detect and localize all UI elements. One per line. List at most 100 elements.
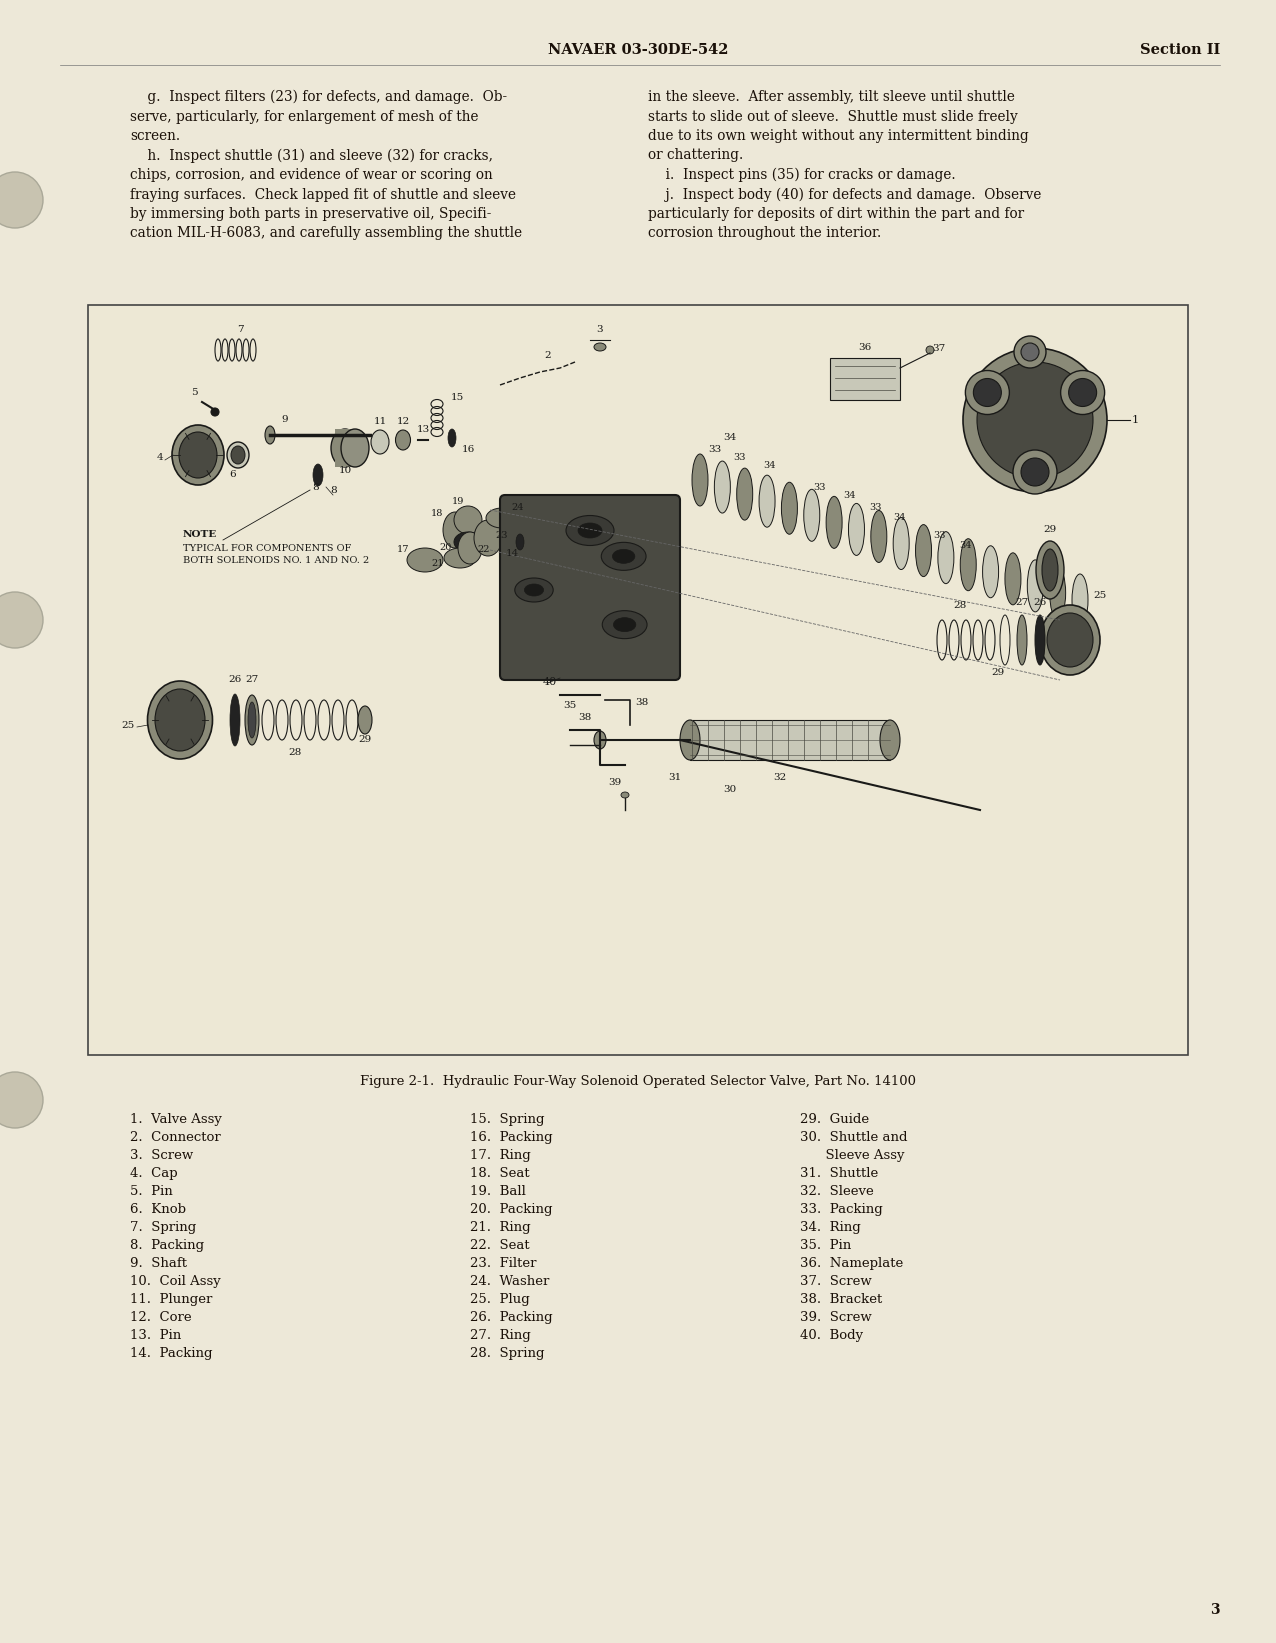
Ellipse shape bbox=[870, 511, 887, 562]
Ellipse shape bbox=[396, 430, 411, 450]
Circle shape bbox=[1068, 378, 1096, 406]
Ellipse shape bbox=[448, 429, 456, 447]
Text: 14: 14 bbox=[505, 549, 518, 559]
Text: 1: 1 bbox=[1132, 416, 1139, 426]
Text: 25.  Plug: 25. Plug bbox=[470, 1293, 530, 1306]
Ellipse shape bbox=[514, 578, 554, 601]
Ellipse shape bbox=[179, 432, 217, 478]
Text: 6.  Knob: 6. Knob bbox=[130, 1203, 186, 1216]
Ellipse shape bbox=[621, 792, 629, 798]
Text: 1.  Valve Assy: 1. Valve Assy bbox=[130, 1112, 222, 1125]
Text: 26: 26 bbox=[228, 675, 241, 683]
Ellipse shape bbox=[231, 445, 245, 463]
Text: starts to slide out of sleeve.  Shuttle must slide freely: starts to slide out of sleeve. Shuttle m… bbox=[648, 110, 1018, 123]
Text: 34: 34 bbox=[723, 434, 736, 442]
Ellipse shape bbox=[759, 475, 775, 527]
Ellipse shape bbox=[961, 539, 976, 591]
Circle shape bbox=[1014, 337, 1046, 368]
Bar bbox=[829, 358, 900, 399]
Ellipse shape bbox=[154, 688, 205, 751]
Circle shape bbox=[966, 371, 1009, 414]
Text: 23: 23 bbox=[496, 531, 508, 541]
Ellipse shape bbox=[407, 549, 443, 572]
Circle shape bbox=[977, 361, 1094, 478]
Text: 3: 3 bbox=[597, 325, 604, 334]
Ellipse shape bbox=[893, 518, 910, 570]
Text: 26.  Packing: 26. Packing bbox=[470, 1311, 553, 1324]
Ellipse shape bbox=[614, 618, 635, 631]
Ellipse shape bbox=[1042, 549, 1058, 591]
Text: 34: 34 bbox=[958, 541, 971, 550]
Text: cation MIL-H-6083, and carefully assembling the shuttle: cation MIL-H-6083, and carefully assembl… bbox=[130, 227, 522, 240]
Ellipse shape bbox=[443, 513, 467, 549]
Text: 39.  Screw: 39. Screw bbox=[800, 1311, 872, 1324]
Text: 16.  Packing: 16. Packing bbox=[470, 1130, 553, 1144]
Text: 33: 33 bbox=[814, 483, 827, 491]
Text: screen.: screen. bbox=[130, 130, 180, 143]
Ellipse shape bbox=[736, 468, 753, 521]
Text: 25: 25 bbox=[121, 721, 135, 729]
FancyBboxPatch shape bbox=[500, 495, 680, 680]
Text: 15: 15 bbox=[450, 393, 464, 403]
Text: in the sleeve.  After assembly, tilt sleeve until shuttle: in the sleeve. After assembly, tilt slee… bbox=[648, 90, 1014, 104]
Ellipse shape bbox=[715, 462, 730, 513]
Ellipse shape bbox=[567, 516, 614, 545]
Ellipse shape bbox=[341, 429, 369, 467]
Text: 24.  Washer: 24. Washer bbox=[470, 1275, 550, 1288]
Text: 24: 24 bbox=[512, 503, 524, 513]
Text: 8: 8 bbox=[330, 486, 337, 495]
Circle shape bbox=[1021, 343, 1039, 361]
Text: 32: 32 bbox=[773, 772, 786, 782]
Ellipse shape bbox=[473, 519, 501, 555]
Text: 36.  Nameplate: 36. Nameplate bbox=[800, 1257, 903, 1270]
Text: 2: 2 bbox=[545, 352, 551, 360]
Text: 13.  Pin: 13. Pin bbox=[130, 1329, 181, 1342]
Ellipse shape bbox=[880, 720, 900, 761]
Text: 17.  Ring: 17. Ring bbox=[470, 1148, 531, 1162]
Text: serve, particularly, for enlargement of mesh of the: serve, particularly, for enlargement of … bbox=[130, 110, 478, 123]
Text: NAVAER 03-30DE-542: NAVAER 03-30DE-542 bbox=[547, 43, 729, 58]
Circle shape bbox=[974, 378, 1002, 406]
Text: 18: 18 bbox=[431, 509, 443, 518]
Ellipse shape bbox=[227, 442, 249, 468]
Text: BOTH SOLENOIDS NO. 1 AND NO. 2: BOTH SOLENOIDS NO. 1 AND NO. 2 bbox=[182, 555, 369, 565]
Text: 12.  Core: 12. Core bbox=[130, 1311, 191, 1324]
Text: 21.  Ring: 21. Ring bbox=[470, 1221, 531, 1234]
Circle shape bbox=[0, 173, 43, 228]
Text: 15.  Spring: 15. Spring bbox=[470, 1112, 545, 1125]
Ellipse shape bbox=[915, 524, 931, 577]
Bar bbox=[336, 429, 355, 467]
Ellipse shape bbox=[1035, 614, 1045, 665]
Text: 31.  Shuttle: 31. Shuttle bbox=[800, 1167, 878, 1180]
Bar bbox=[690, 720, 889, 761]
Text: 11: 11 bbox=[374, 417, 387, 426]
Text: 9.  Shaft: 9. Shaft bbox=[130, 1257, 188, 1270]
Text: 38: 38 bbox=[635, 698, 648, 706]
Text: 19: 19 bbox=[452, 496, 464, 506]
Ellipse shape bbox=[265, 426, 276, 444]
Ellipse shape bbox=[1072, 573, 1088, 626]
Text: 18.  Seat: 18. Seat bbox=[470, 1167, 530, 1180]
Ellipse shape bbox=[1040, 605, 1100, 675]
Text: 5: 5 bbox=[190, 388, 198, 398]
Text: NOTE: NOTE bbox=[182, 531, 217, 539]
Circle shape bbox=[963, 348, 1108, 491]
Text: h.  Inspect shuttle (31) and sleeve (32) for cracks,: h. Inspect shuttle (31) and sleeve (32) … bbox=[130, 148, 493, 163]
Text: fraying surfaces.  Check lapped fit of shuttle and sleeve: fraying surfaces. Check lapped fit of sh… bbox=[130, 187, 516, 202]
Circle shape bbox=[1021, 458, 1049, 486]
Text: 39: 39 bbox=[609, 779, 621, 787]
Ellipse shape bbox=[680, 720, 701, 761]
Ellipse shape bbox=[804, 490, 819, 541]
Circle shape bbox=[0, 1071, 43, 1129]
Ellipse shape bbox=[1050, 567, 1065, 619]
Circle shape bbox=[0, 591, 43, 647]
Circle shape bbox=[211, 407, 219, 416]
Text: 10.  Coil Assy: 10. Coil Assy bbox=[130, 1275, 221, 1288]
Text: 20: 20 bbox=[440, 542, 452, 552]
Text: 33: 33 bbox=[869, 503, 882, 513]
Text: 33: 33 bbox=[934, 531, 947, 541]
Text: 22.  Seat: 22. Seat bbox=[470, 1239, 530, 1252]
Circle shape bbox=[926, 347, 934, 353]
Ellipse shape bbox=[602, 611, 647, 639]
Text: or chattering.: or chattering. bbox=[648, 148, 743, 163]
